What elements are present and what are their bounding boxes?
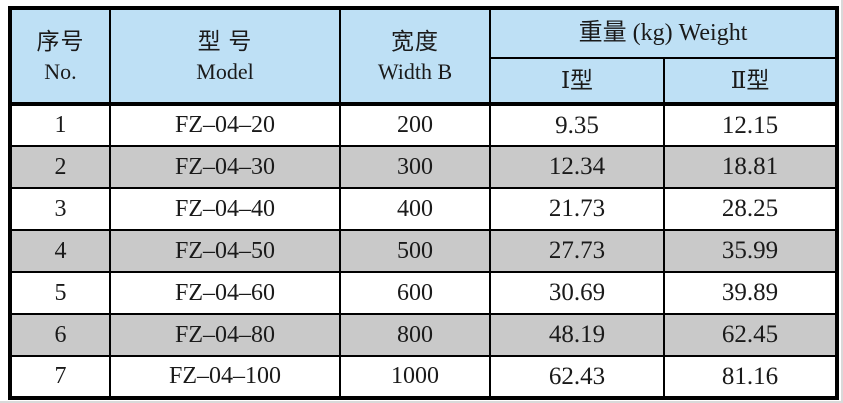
cell-weight1: 9.35	[489, 103, 665, 147]
header-model-zh: 型 号	[197, 28, 253, 54]
table-row: 1 FZ–04–20 200 9.35 12.15	[9, 103, 839, 147]
cell-no: 2	[9, 145, 111, 189]
table-row: 2 FZ–04–30 300 12.34 18.81	[9, 145, 839, 189]
header-row-sub: Ⅰ型 Ⅱ型	[10, 57, 839, 105]
header-width-en: Width B	[377, 58, 453, 84]
cell-weight2: 12.15	[662, 103, 839, 147]
cell-model: FZ–04–100	[109, 355, 341, 399]
cell-width: 600	[339, 271, 491, 315]
cell-no: 4	[9, 229, 111, 273]
table-row: 5 FZ–04–60 600 30.69 39.89	[9, 271, 839, 315]
cell-weight2: 35.99	[662, 229, 839, 273]
header-width-zh: 宽度	[391, 28, 439, 54]
cell-weight2: 39.89	[662, 271, 839, 315]
cell-no: 1	[9, 103, 111, 147]
header-weight: 重量 (kg) Weight	[488, 6, 839, 60]
cell-model: FZ–04–80	[109, 313, 341, 357]
cell-weight1: 27.73	[489, 229, 665, 273]
cell-no: 5	[9, 271, 111, 315]
header-model-en: Model	[196, 58, 254, 84]
cell-width: 500	[339, 229, 491, 273]
header-type2: Ⅱ型	[662, 57, 839, 105]
table-row: 7 FZ–04–100 1000 62.43 81.16	[9, 355, 839, 399]
table-row: 6 FZ–04–80 800 48.19 62.45	[9, 313, 839, 357]
header-no-en: No.	[44, 58, 77, 84]
spec-table: 序号 No. 型 号 Model 宽度 Width B 重量 (kg) Weig…	[8, 6, 840, 400]
cell-weight2: 18.81	[662, 145, 839, 189]
cell-width: 800	[339, 313, 491, 357]
cell-no: 3	[9, 187, 111, 231]
table-header: 序号 No. 型 号 Model 宽度 Width B 重量 (kg) Weig…	[9, 6, 839, 105]
cell-weight1: 30.69	[489, 271, 665, 315]
cell-width: 1000	[339, 355, 491, 399]
cell-weight2: 81.16	[662, 355, 839, 399]
cell-model: FZ–04–30	[109, 145, 341, 189]
table-row: 3 FZ–04–40 400 21.73 28.25	[9, 187, 839, 231]
cell-model: FZ–04–60	[109, 271, 341, 315]
header-no-zh: 序号	[36, 28, 85, 54]
cell-weight1: 62.43	[489, 355, 665, 399]
cell-width: 200	[339, 103, 491, 147]
header-no: 序号 No.	[9, 7, 111, 105]
cell-model: FZ–04–20	[109, 103, 341, 147]
header-width: 宽度 Width B	[339, 7, 491, 105]
cell-width: 300	[339, 145, 491, 189]
cell-width: 400	[339, 187, 491, 231]
cell-no: 7	[9, 355, 111, 399]
cell-weight1: 21.73	[489, 187, 665, 231]
table-body: 1 FZ–04–20 200 9.35 12.15 2 FZ–04–30 300…	[9, 103, 839, 399]
header-type1: Ⅰ型	[489, 57, 665, 105]
cell-weight1: 12.34	[489, 145, 665, 189]
header-row-top: 序号 No. 型 号 Model 宽度 Width B 重量 (kg) Weig…	[9, 6, 839, 105]
cell-no: 6	[9, 313, 111, 357]
cell-weight2: 28.25	[662, 187, 839, 231]
cell-weight2: 62.45	[662, 313, 839, 357]
cell-model: FZ–04–40	[109, 187, 341, 231]
cell-model: FZ–04–50	[109, 229, 341, 273]
cell-weight1: 48.19	[489, 313, 665, 357]
table-row: 4 FZ–04–50 500 27.73 35.99	[9, 229, 839, 273]
header-model: 型 号 Model	[109, 7, 341, 105]
